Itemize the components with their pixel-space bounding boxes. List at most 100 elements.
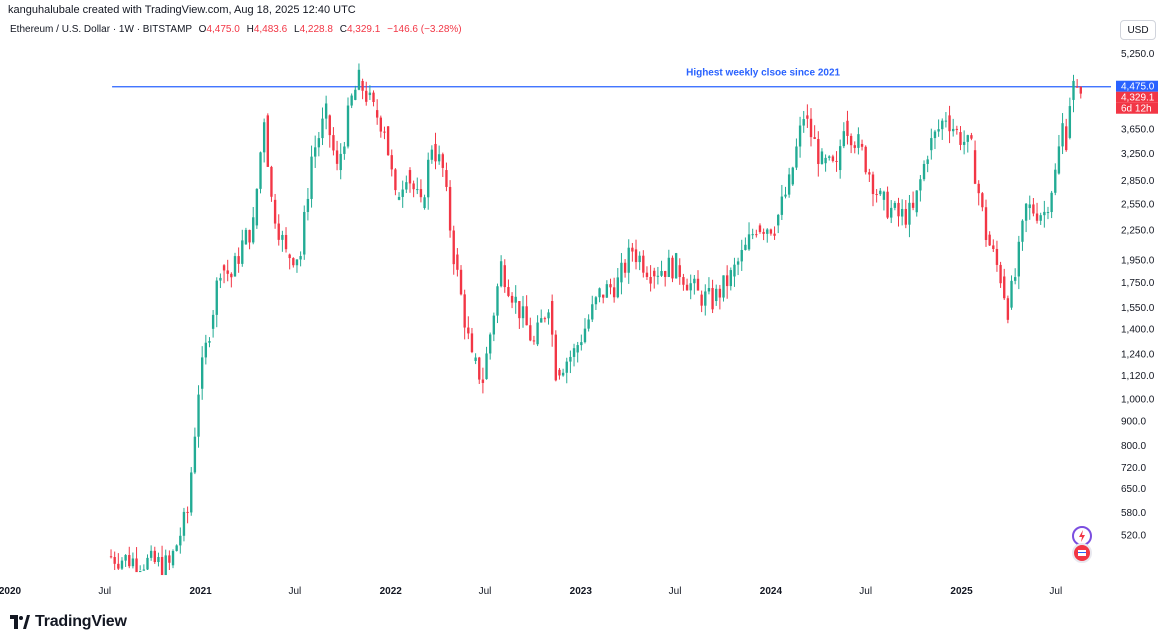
tradingview-logo[interactable]: TradingView — [10, 613, 127, 631]
candle — [273, 193, 277, 229]
open-value: 4,475.0 — [206, 24, 240, 35]
y-tick-label: 1,000.0 — [1121, 394, 1155, 405]
candle — [259, 151, 262, 194]
candle — [266, 113, 269, 167]
candle — [653, 267, 656, 289]
candle — [463, 289, 466, 340]
candle — [434, 132, 437, 170]
candle — [412, 180, 415, 198]
candle — [791, 166, 794, 186]
candle — [270, 165, 273, 202]
candle — [831, 154, 835, 163]
y-tick-label: 800.0 — [1121, 441, 1146, 452]
candle — [372, 90, 375, 107]
candle — [605, 280, 609, 298]
candle — [620, 253, 623, 295]
candle — [230, 272, 233, 288]
candle — [419, 179, 423, 203]
y-tick-label: 720.0 — [1121, 463, 1146, 474]
candle — [492, 312, 496, 342]
candle — [886, 186, 889, 220]
candle — [186, 506, 189, 524]
currency-label[interactable]: USD — [1120, 20, 1156, 40]
candle — [321, 107, 324, 146]
x-tick-label: Jul — [288, 586, 301, 597]
candle — [142, 564, 146, 571]
candle — [809, 108, 813, 147]
symbol-name[interactable]: Ethereum / U.S. Dollar · 1W · BITSTAMP — [10, 24, 192, 35]
candle — [295, 259, 299, 273]
candle — [642, 250, 645, 278]
candle — [211, 310, 215, 338]
candle — [649, 265, 652, 292]
candle — [689, 274, 692, 300]
candle — [1057, 134, 1061, 175]
candle — [288, 253, 291, 270]
candle — [795, 138, 798, 171]
candle — [470, 327, 474, 354]
candle — [707, 277, 711, 295]
candle — [397, 192, 401, 201]
candle — [518, 300, 521, 329]
candle — [944, 112, 948, 128]
y-tick-label: 580.0 — [1121, 508, 1146, 519]
candle — [540, 309, 543, 323]
candle — [456, 248, 459, 277]
candle — [368, 85, 372, 101]
candle — [893, 200, 897, 211]
candle — [926, 155, 929, 173]
y-tick-label: 2,550.0 — [1121, 199, 1155, 210]
candle — [820, 148, 824, 165]
candle — [168, 550, 171, 570]
candle — [656, 266, 660, 285]
annotation-text[interactable]: Highest weekly clsoe since 2021 — [686, 68, 840, 79]
candle — [587, 314, 590, 332]
y-tick-label: 1,120.0 — [1121, 371, 1155, 382]
candle — [977, 180, 980, 206]
candle — [252, 207, 255, 245]
candle — [365, 81, 368, 106]
candle — [948, 105, 951, 144]
y-tick-label: 1,400.0 — [1121, 324, 1155, 335]
candle — [594, 295, 598, 310]
candle — [773, 226, 776, 240]
candle — [857, 127, 860, 155]
candle — [547, 309, 550, 325]
candle — [806, 104, 809, 128]
candle — [281, 230, 284, 252]
y-tick-label: 1,750.0 — [1121, 278, 1155, 289]
candle — [339, 143, 342, 180]
candle — [299, 251, 302, 267]
flag-icon[interactable] — [1072, 543, 1092, 563]
candle — [1003, 268, 1006, 301]
candle — [408, 167, 412, 193]
open-key: O — [198, 24, 207, 35]
candle — [179, 527, 182, 554]
candle — [193, 427, 197, 475]
candle — [900, 199, 904, 226]
candle — [1021, 219, 1024, 251]
candle — [864, 145, 867, 175]
candle — [233, 252, 237, 277]
candle — [317, 131, 321, 157]
y-tick-label: 5,250.0 — [1121, 49, 1155, 60]
candle — [1010, 275, 1013, 310]
candle — [222, 264, 226, 284]
candle — [736, 257, 740, 276]
candle — [390, 149, 393, 177]
candle — [879, 188, 882, 196]
candle — [1043, 200, 1046, 228]
x-tick-label: 2024 — [760, 586, 783, 597]
candle — [645, 266, 649, 280]
candle — [175, 544, 178, 552]
candle — [904, 200, 907, 229]
candle — [226, 259, 229, 282]
candle — [882, 190, 886, 211]
candle — [197, 385, 200, 448]
candle — [638, 251, 641, 271]
candle — [572, 343, 576, 367]
candle — [386, 126, 390, 156]
candle — [784, 186, 787, 199]
candle — [1065, 118, 1068, 152]
